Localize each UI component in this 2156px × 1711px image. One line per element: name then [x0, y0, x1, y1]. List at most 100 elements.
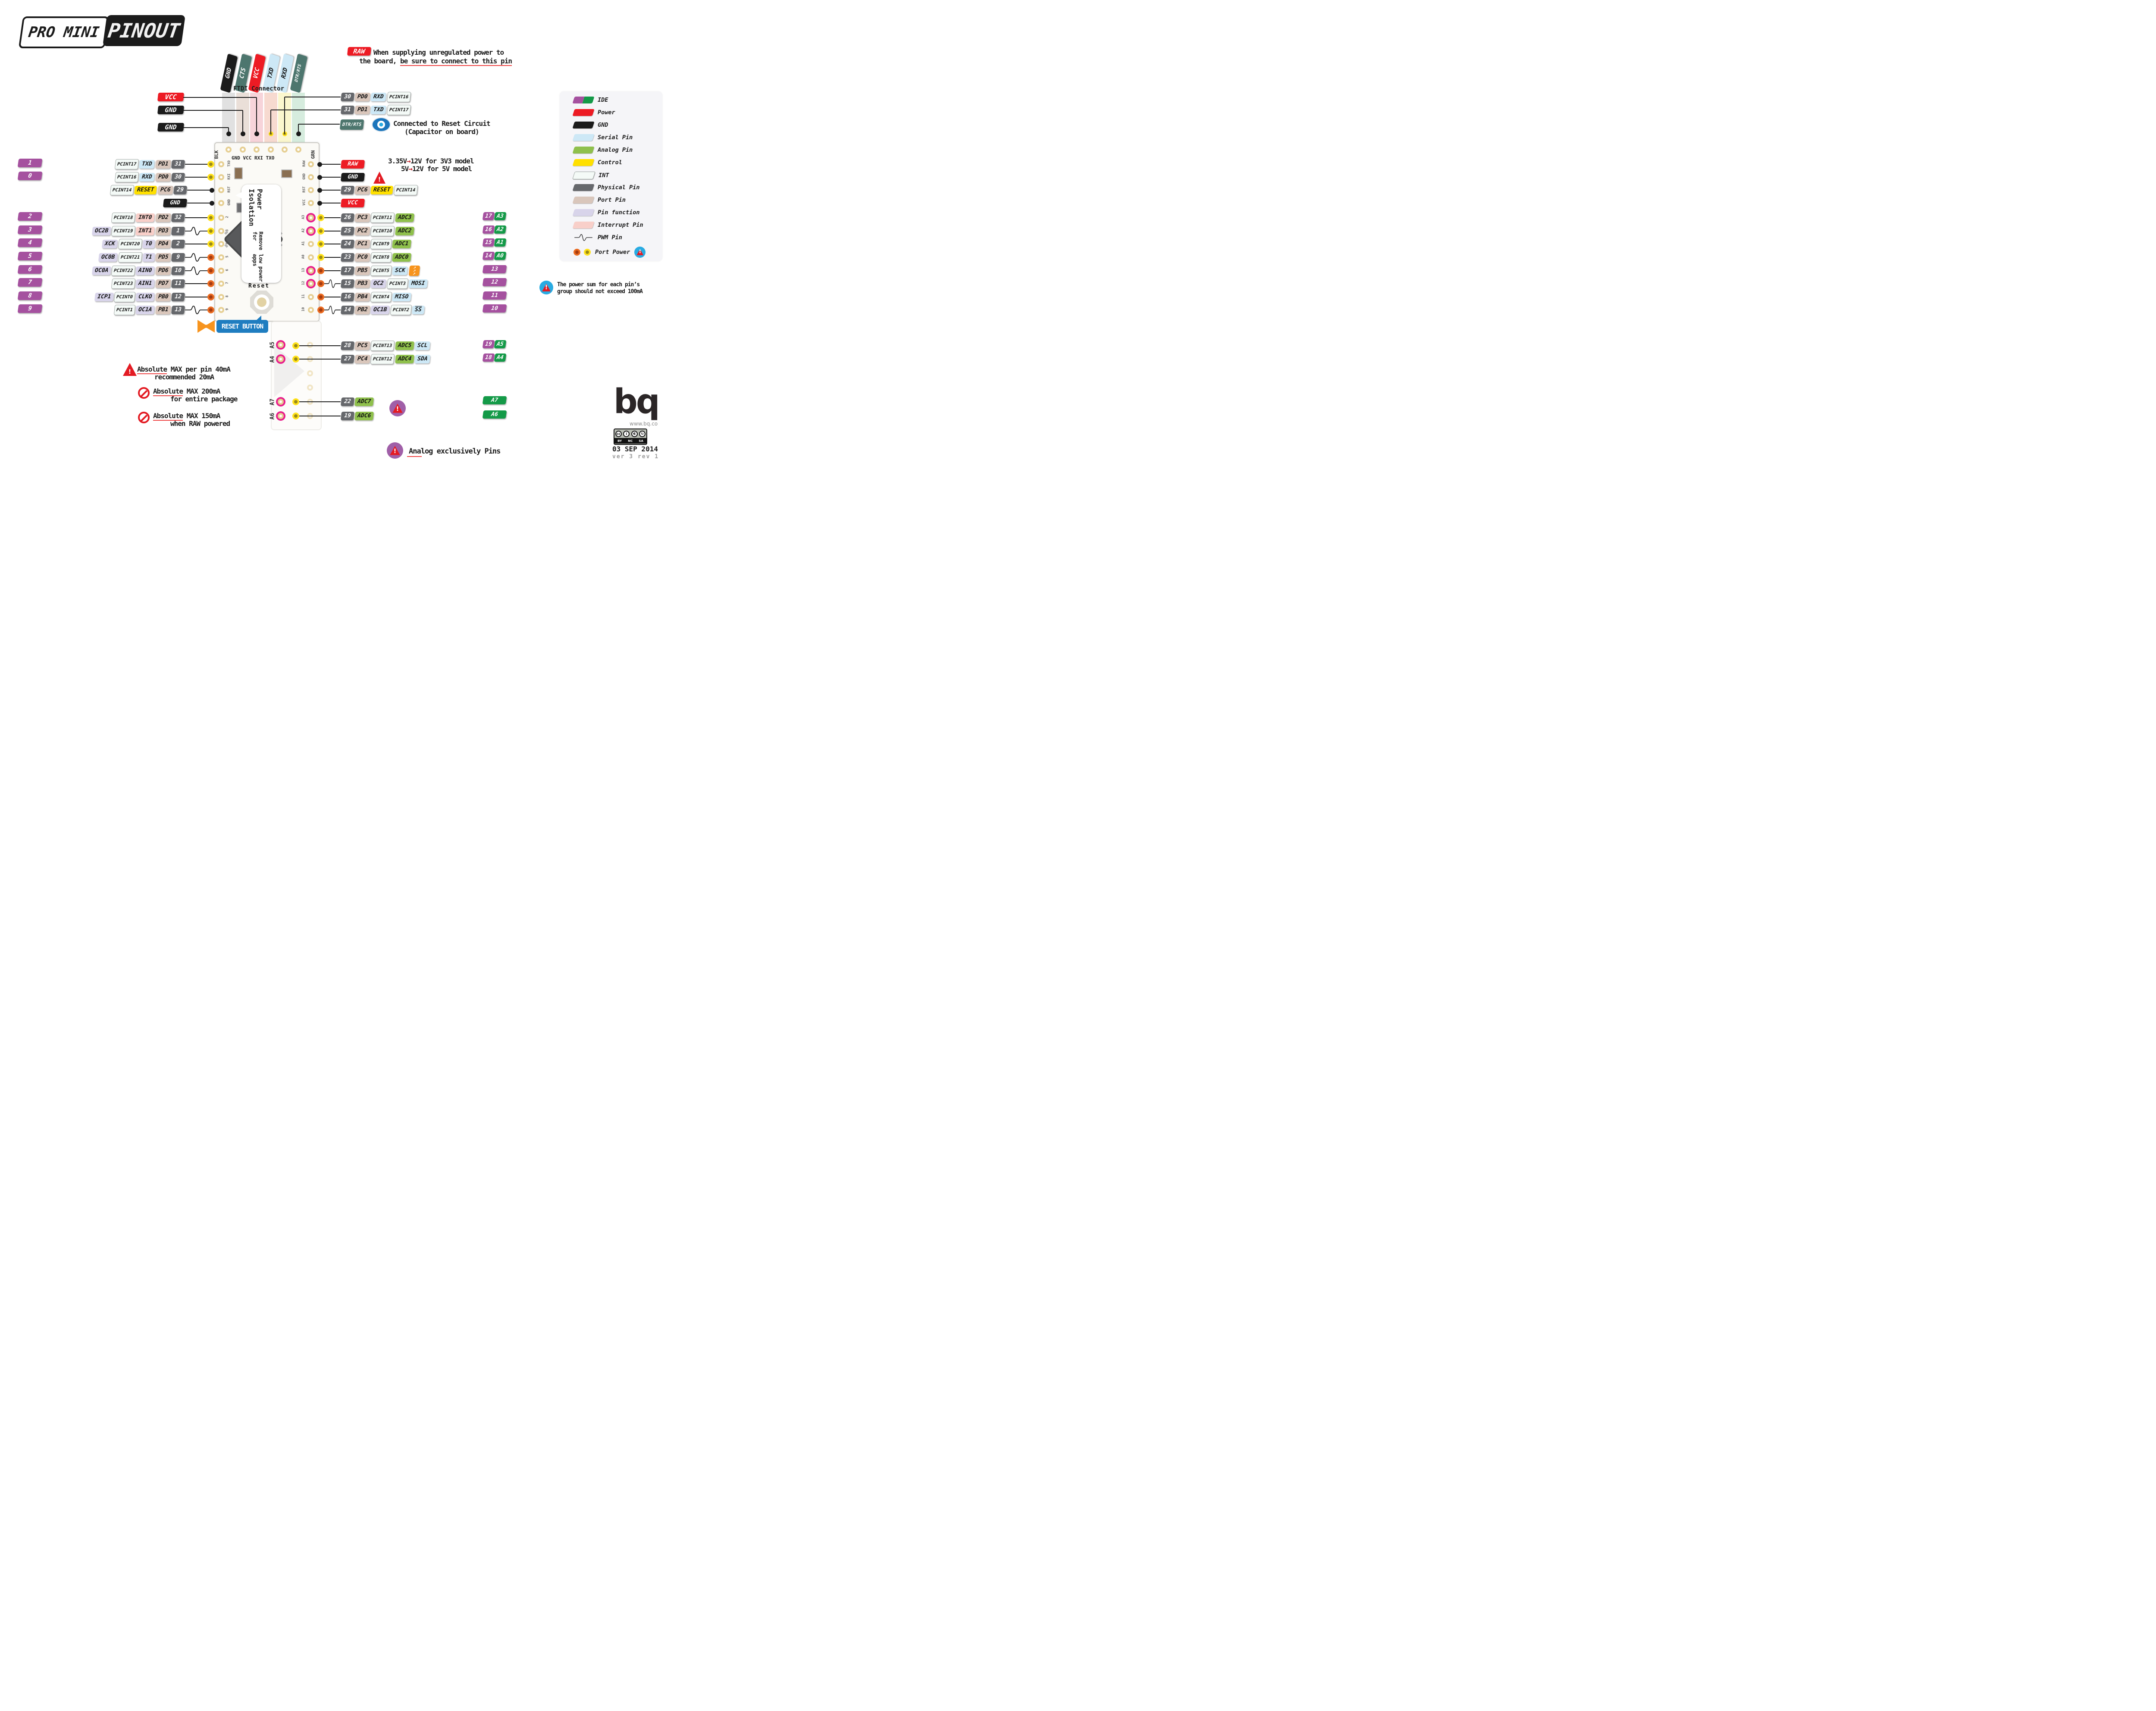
- ftdi-dot: [240, 131, 245, 136]
- legend-item-serial-pin: Serial Pin: [572, 134, 633, 141]
- pin-label-ADC4: ADC4: [395, 355, 415, 363]
- connector: [299, 412, 341, 420]
- pin-label-OC2: OC2: [370, 279, 387, 288]
- board-hole-right: [308, 241, 314, 247]
- logo-pinout: PINOUT: [102, 15, 186, 46]
- right-tags: 12: [482, 278, 507, 286]
- raw-badge-top: RAW: [347, 47, 372, 56]
- legend-port-power-warning-icon: [634, 247, 646, 258]
- board-hole-right: [308, 307, 314, 313]
- pin-label-PCINT17: PCINT17: [114, 159, 139, 169]
- top-label-GND: GND: [157, 106, 185, 114]
- pin-row-left-8: ICP1 PCINT0 CLKO PB0 12: [94, 291, 214, 303]
- pin-row-right-17: 17 PB5 PCINT5 SCK ↗ ↗ ↗: [317, 265, 420, 277]
- pin-label-23: 23: [340, 253, 355, 262]
- board-edge-label-A0: A0: [301, 254, 305, 259]
- pin-dot-orange: [207, 294, 214, 300]
- pin-dot-orange: [207, 267, 214, 274]
- pin-dot-yellow: [317, 254, 324, 261]
- board-hole-right: [308, 281, 314, 287]
- connector: [187, 199, 210, 207]
- pin-label-PC6: PC6: [354, 186, 371, 194]
- pin-label-PC6: PC6: [157, 186, 174, 194]
- pin-label-PD0: PD0: [354, 93, 371, 101]
- board-edge-label-9: 9: [225, 308, 229, 310]
- pin-label-PB4: PB4: [354, 293, 371, 301]
- pin-label-19: 19: [340, 412, 355, 420]
- pin-label-30: 30: [340, 93, 355, 101]
- cc-icon: cc: [615, 430, 622, 437]
- footer-date: 03 SEP 2014: [612, 445, 658, 453]
- legend-label-physical-pin: Physical Pin: [598, 184, 640, 191]
- pin-label-16: 16: [340, 293, 355, 301]
- legend-label-pwm-pin: PWM Pin: [598, 234, 622, 241]
- pin-dot-orange: [317, 280, 324, 287]
- bq-url: www.bq.co: [630, 421, 658, 427]
- right-tags: 14 A0: [482, 252, 506, 260]
- legend-swatch-int: [572, 172, 595, 179]
- connector: [185, 173, 207, 181]
- board-edge-label-13: 13: [301, 268, 305, 272]
- pin-label-PB3: PB3: [354, 279, 371, 288]
- board-edge-label-VCC: VCC: [302, 199, 306, 206]
- pin-label-GND: GND: [340, 173, 365, 181]
- analog-exclusive-warning-icon: [387, 442, 403, 459]
- connector: [185, 240, 207, 248]
- power-sum-line2: group should not exceed 100mA: [557, 288, 643, 295]
- ghost-analog-section: [271, 321, 322, 430]
- board-reset-silkscreen: Reset: [248, 283, 270, 289]
- pin-label-11: 11: [171, 279, 185, 288]
- cc-icon: €: [631, 430, 638, 437]
- pin-label-OC0B: OC0B: [98, 253, 118, 262]
- pin-label-14: 14: [340, 306, 355, 314]
- ghost-hole: [307, 385, 313, 391]
- pin-row-right-26: 26 PC3 PCINT11 ADC3: [317, 212, 415, 224]
- pin-label-AIN0: AIN0: [135, 266, 155, 275]
- pin-row-right-RAW: RAW: [317, 158, 365, 170]
- legend-swatch-power: [572, 109, 595, 116]
- tag-A7: A7: [482, 396, 507, 404]
- pin-dot-yellow: [207, 241, 214, 247]
- legend-label-analog-pin: Analog Pin: [598, 147, 633, 153]
- board-hole-top: [240, 147, 246, 153]
- logo-pro-mini: PRO MINI: [18, 16, 110, 48]
- pin-row-right-GND: GND: [317, 171, 365, 183]
- analog-only-warning-icon: [389, 400, 406, 416]
- pin-dot-yellow: [317, 214, 324, 221]
- board-edge-label-5: 5: [225, 256, 229, 258]
- pin-label-PD0: PD0: [155, 173, 172, 181]
- pin-number-2: 2: [17, 212, 43, 221]
- ghost-label-A6: A6: [269, 413, 276, 420]
- pin-label-PD3: PD3: [155, 227, 172, 235]
- ide-green: [582, 97, 595, 103]
- pin-row-left-3: OC2B PCINT19 INT1 PD3 1: [91, 225, 214, 237]
- board-component: [234, 167, 243, 179]
- tag-13: 13: [482, 265, 507, 273]
- legend-item-control: Control: [572, 159, 622, 166]
- pin-label-ICP1: ICP1: [94, 293, 114, 301]
- pin-label-1: 1: [171, 227, 185, 235]
- pin-label-PCINT14: PCINT14: [393, 185, 418, 195]
- pin-row-right-VCC: VCC: [317, 197, 365, 209]
- conn-vline: [270, 110, 271, 134]
- pin-row-right-28: 28 PC5 PCINT13 ADC5 SCL: [292, 340, 431, 352]
- pin-label-GND: GND: [163, 199, 188, 207]
- legend-swatch-ide: [572, 97, 595, 103]
- board-edge-label-RAW: RAW: [302, 160, 306, 167]
- pin-dot-yellow: [207, 228, 214, 235]
- power-isolation-callout: Power Isolation Remove for low power app…: [235, 185, 281, 283]
- legend-item-gnd: GND: [572, 122, 608, 128]
- pin-number-1: 1: [17, 159, 43, 167]
- abs-max-warning-line2: recommended 20mA: [154, 373, 214, 381]
- pin-dot-black: [317, 188, 322, 193]
- tag-16: 16: [482, 225, 495, 234]
- conn-hline: [183, 97, 257, 98]
- pin-row-right-15: 15 PB3 OC2 PCINT3 MOSI: [317, 278, 428, 290]
- pin-row-right-27: 27 PC4 PCINT12 ADC4 SDA: [292, 353, 431, 365]
- board-edge-label-TXO: TXO: [227, 160, 231, 167]
- pin-number-3: 3: [17, 225, 43, 234]
- conn-hline: [271, 109, 341, 110]
- board-hole-right: [308, 268, 314, 274]
- cc-license-badge: cc i € ↻ BY NC SA: [614, 429, 647, 445]
- pin-dot-orange: [317, 294, 324, 300]
